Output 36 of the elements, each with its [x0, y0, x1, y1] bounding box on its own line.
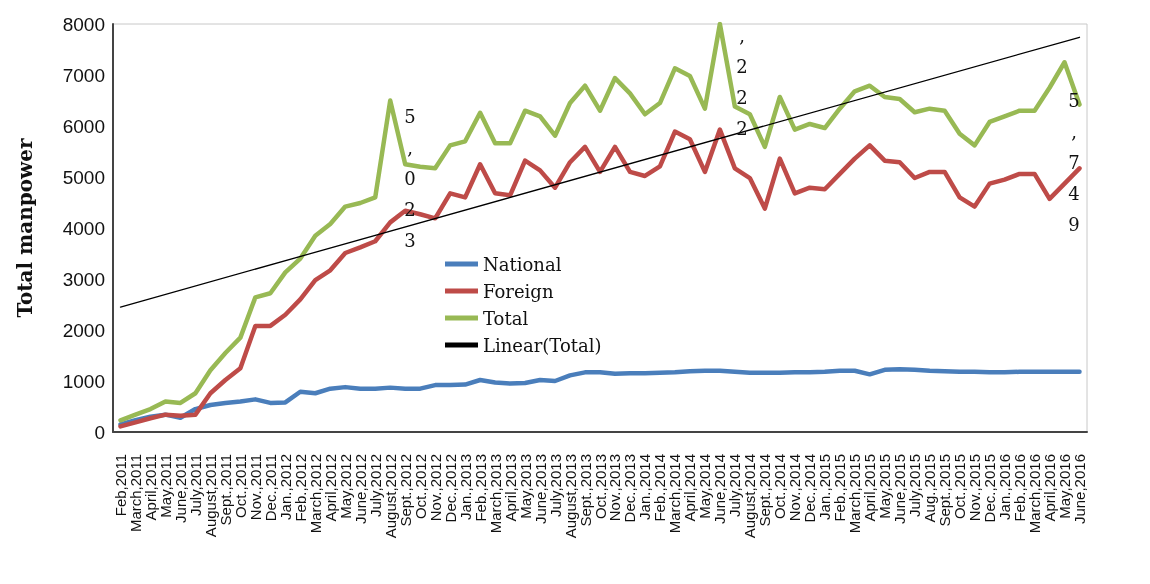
x-tick-label: Jan.,2016 — [996, 454, 1014, 520]
x-tick-label: Nov.,2015 — [966, 454, 984, 522]
x-tick-label: Jan.,2015 — [816, 454, 834, 520]
y-tick-label: 5000 — [62, 166, 105, 188]
y-tick-label: 7000 — [62, 64, 105, 86]
x-tick-label: July,2015 — [906, 454, 924, 518]
x-tick-label: March,2015 — [846, 454, 864, 534]
x-tick-label: March,2016 — [1026, 454, 1044, 534]
x-tick-label: Feb.,2016 — [1011, 454, 1029, 522]
y-tick-label: 6000 — [62, 115, 105, 137]
x-tick-label: Dec.,2014 — [801, 454, 819, 523]
legend-label: Foreign — [483, 280, 554, 302]
line-series — [118, 21, 1082, 423]
y-tick-label: 1000 — [62, 370, 105, 392]
x-tick-label: Dec.,2015 — [981, 454, 999, 523]
y-tick-label: 4000 — [62, 217, 105, 239]
x-tick-label: July,2014 — [726, 454, 744, 518]
x-tick-label: April,2014 — [681, 454, 699, 522]
x-tick-label: March,2014 — [666, 454, 684, 534]
legend-label: Linear(Total) — [483, 334, 602, 356]
x-tick-label: Feb.,2015 — [831, 454, 849, 522]
y-tick-label: 0 — [94, 421, 105, 443]
x-tick-label: April,2016 — [1041, 454, 1059, 522]
line-series — [118, 367, 1082, 427]
x-tick-label: Nov.,2014 — [786, 454, 804, 522]
y-axis-title: Total manpower — [13, 137, 37, 318]
x-tick-label: Dec.,2013 — [621, 454, 639, 523]
x-tick-label: Feb.,2014 — [651, 454, 669, 522]
y-tick-label: 3000 — [62, 268, 105, 290]
y-tick-label: 2000 — [62, 319, 105, 341]
x-tick-label: Feb,2011 — [111, 454, 129, 517]
legend-label: National — [483, 253, 562, 275]
x-tick-label: Jan.,2014 — [636, 454, 654, 520]
x-tick-label: April,2015 — [861, 454, 879, 522]
y-tick-label: 8000 — [62, 13, 105, 35]
legend-label: Total — [483, 307, 529, 329]
